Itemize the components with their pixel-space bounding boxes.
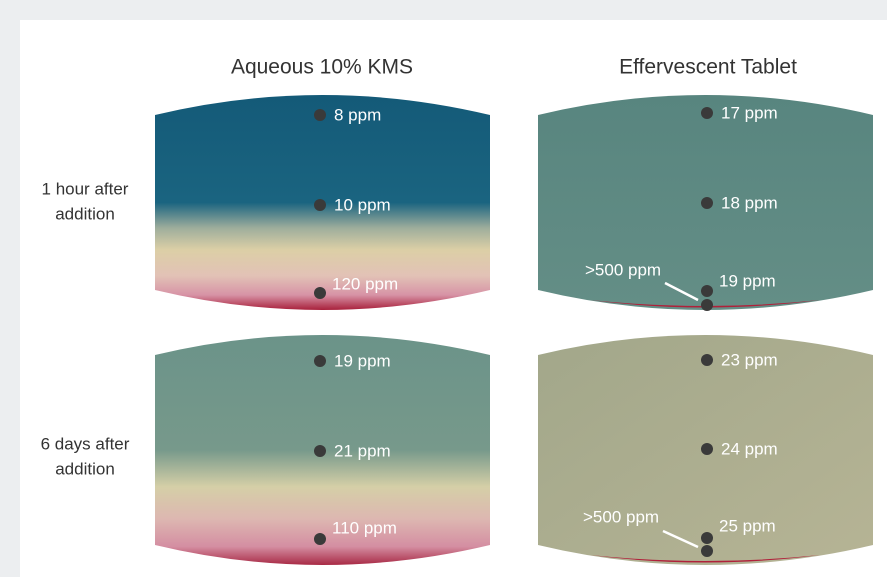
row-label: addition [55,204,115,223]
point-label: 17 ppm [721,103,778,122]
point-label: 21 ppm [334,441,391,460]
dot [701,443,713,455]
point-label: 24 ppm [721,439,778,458]
dot [314,533,326,545]
dot [701,354,713,366]
row-label: 1 hour after [42,179,129,198]
column-title: Aqueous 10% KMS [231,56,413,79]
point-label: 18 ppm [721,193,778,212]
point-label: 8 ppm [334,105,381,124]
point-label: 10 ppm [334,195,391,214]
dot [314,109,326,121]
figure: Aqueous 10% KMS Effervescent Tablet 1 ho… [0,0,887,577]
dot [314,199,326,211]
dot [701,545,713,557]
dot [314,445,326,457]
point-label: 23 ppm [721,350,778,369]
dot [701,532,713,544]
dot [701,197,713,209]
dot [701,299,713,311]
point-label: 19 ppm [334,351,391,370]
dot [314,355,326,367]
row-label: addition [55,459,115,478]
dot [701,107,713,119]
point-label: 25 ppm [719,516,776,535]
row-label: 6 days after [41,434,130,453]
column-title: Effervescent Tablet [619,56,797,79]
point-label: 19 ppm [719,271,776,290]
point-label: 120 ppm [332,274,398,293]
callout-label: >500 ppm [585,260,661,279]
callout-label: >500 ppm [583,507,659,526]
dot [701,285,713,297]
point-label: 110 ppm [332,518,397,537]
dot [314,287,326,299]
